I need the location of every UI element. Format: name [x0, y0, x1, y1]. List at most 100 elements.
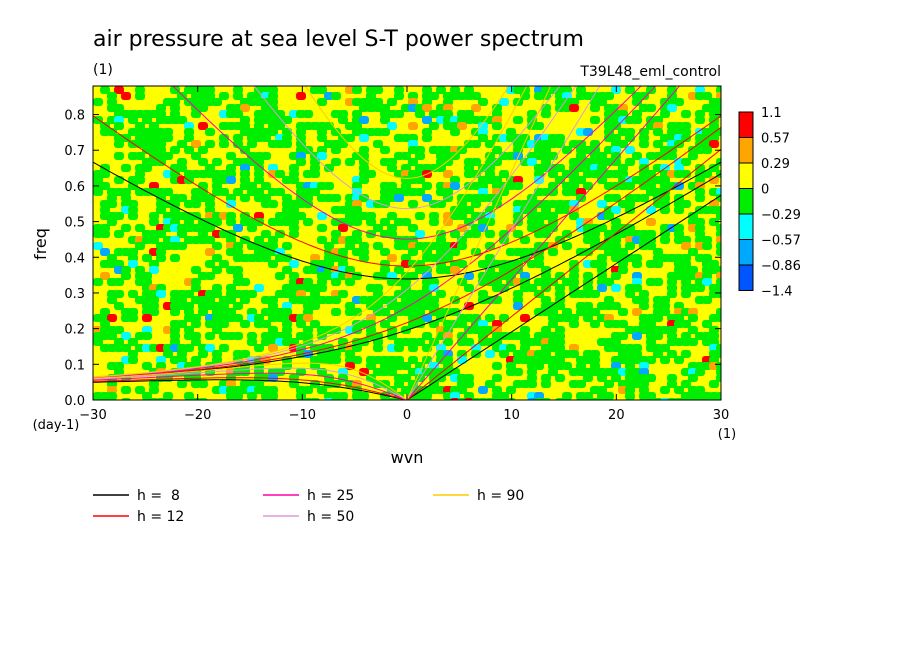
- field-cell: [611, 158, 621, 166]
- field-cell: [198, 230, 208, 238]
- field-cell: [317, 134, 327, 142]
- field-cell: [177, 242, 187, 250]
- field-cell: [282, 326, 292, 334]
- field-cell: [471, 140, 481, 148]
- field-cell: [380, 218, 390, 226]
- field-cell: [590, 290, 600, 298]
- field-cell: [695, 86, 705, 94]
- field-cell: [170, 338, 180, 346]
- field-cell: [373, 224, 383, 232]
- x-axis-label: wvn: [391, 448, 424, 467]
- field-cell: [639, 140, 649, 148]
- field-cell: [548, 308, 558, 316]
- field-cell: [303, 200, 313, 208]
- field-cell: [191, 332, 201, 340]
- field-cell: [331, 278, 341, 286]
- field-cell: [611, 302, 621, 310]
- field-cell: [492, 116, 502, 124]
- field-cell: [352, 356, 362, 364]
- field-cell: [492, 110, 502, 118]
- field-cell: [611, 218, 621, 226]
- field-cell: [296, 152, 306, 160]
- field-cell: [457, 350, 467, 358]
- field-cell: [408, 224, 418, 232]
- field-cell: [625, 86, 635, 94]
- field-cell: [681, 350, 691, 358]
- field-cell: [660, 230, 670, 238]
- field-cell: [422, 104, 432, 112]
- field-cell: [401, 374, 411, 382]
- field-cell: [156, 140, 166, 148]
- field-cell: [226, 212, 236, 220]
- field-cell: [268, 326, 278, 334]
- field-cell: [653, 350, 663, 358]
- field-cell: [338, 224, 348, 232]
- field-cell: [492, 296, 502, 304]
- field-cell: [541, 326, 551, 334]
- field-cell: [149, 218, 159, 226]
- field-cell: [324, 374, 334, 382]
- colorbar-swatch: [738, 213, 754, 240]
- dispersion-curve-h25-mrg: [93, 86, 657, 378]
- field-cell: [310, 362, 320, 370]
- field-cell: [632, 344, 642, 352]
- field-cell: [429, 278, 439, 286]
- field-cell: [618, 260, 628, 268]
- field-cell: [240, 104, 250, 112]
- field-cell: [282, 242, 292, 250]
- field-cell: [135, 170, 145, 178]
- field-cell: [345, 350, 355, 358]
- field-cell: [415, 188, 425, 196]
- field-cell: [443, 254, 453, 262]
- field-cell: [674, 98, 684, 106]
- field-cell: [590, 308, 600, 316]
- field-cell: [415, 338, 425, 346]
- field-cell: [135, 92, 145, 100]
- field-cell: [233, 140, 243, 148]
- field-cell: [240, 122, 250, 130]
- field-cell: [422, 392, 432, 400]
- field-cell: [632, 308, 642, 316]
- field-cell: [226, 152, 236, 160]
- field-cell: [191, 278, 201, 286]
- field-cell: [254, 170, 264, 178]
- field-cell: [429, 302, 439, 310]
- field-cell: [492, 326, 502, 334]
- field-cell: [569, 98, 579, 106]
- field-cell: [177, 140, 187, 148]
- field-cell: [527, 368, 537, 376]
- field-cell: [604, 392, 614, 400]
- y-tick-label: 0.2: [64, 323, 85, 338]
- field-cell: [443, 158, 453, 166]
- field-cell: [464, 164, 474, 172]
- field-cell: [352, 122, 362, 130]
- field-cell: [233, 134, 243, 142]
- field-cell: [296, 344, 306, 352]
- field-cell: [324, 164, 334, 172]
- field-cell: [681, 290, 691, 298]
- field-cell: [380, 128, 390, 136]
- field-cell: [548, 224, 558, 232]
- field-cell: [702, 146, 712, 154]
- field-cell: [205, 86, 215, 94]
- field-cell: [534, 392, 544, 400]
- field-cell: [289, 272, 299, 280]
- field-cell: [415, 212, 425, 220]
- field-cell: [233, 242, 243, 250]
- field-cell: [100, 122, 110, 130]
- field-cell: [205, 236, 215, 244]
- field-cell: [303, 308, 313, 316]
- field-cell: [331, 356, 341, 364]
- field-cell: [142, 332, 152, 340]
- field-cell: [716, 98, 721, 106]
- field-cell: [240, 116, 250, 124]
- field-cell: [457, 260, 467, 268]
- field-cell: [338, 140, 348, 148]
- field-cell: [254, 176, 264, 184]
- field-cell: [688, 314, 698, 322]
- field-cell: [464, 272, 474, 280]
- field-cell: [527, 284, 537, 292]
- field-cell: [121, 266, 131, 274]
- field-cell: [583, 128, 593, 136]
- field-cell: [716, 374, 721, 382]
